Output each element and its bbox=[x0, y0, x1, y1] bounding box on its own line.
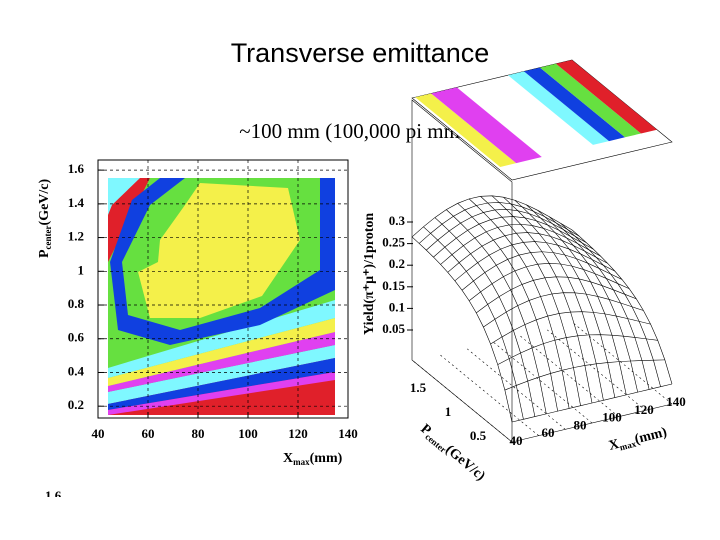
z-tick-label: 0.3 bbox=[389, 213, 406, 228]
y-axis-label-sub: center bbox=[43, 225, 53, 249]
mesh-line bbox=[503, 196, 604, 401]
slide-title: Transverse emittance bbox=[231, 38, 490, 68]
x-tick-label: 60 bbox=[142, 426, 155, 441]
x-axis-label-main: X bbox=[607, 437, 620, 454]
y-tick-label: 1.5 bbox=[410, 380, 427, 395]
mesh-line bbox=[434, 217, 536, 417]
mesh-line bbox=[447, 232, 608, 273]
plot-frame bbox=[97, 159, 349, 419]
x-axis-label: Xmax(mm) bbox=[607, 425, 669, 455]
mesh-line bbox=[418, 202, 580, 244]
x-axis-label-sub: max bbox=[619, 439, 638, 453]
x-axis-label-unit: (mm) bbox=[633, 425, 669, 448]
top-stripe bbox=[540, 63, 641, 138]
mesh-line bbox=[468, 263, 630, 302]
mesh-line bbox=[548, 216, 650, 390]
guide-line bbox=[491, 340, 593, 424]
x-tick-label: 140 bbox=[666, 394, 686, 409]
mesh-line bbox=[537, 210, 639, 393]
x-tick-label: 40 bbox=[510, 433, 523, 448]
mesh-line bbox=[411, 195, 573, 238]
y-tick-label: 1.4 bbox=[68, 195, 85, 210]
mesh-line bbox=[571, 229, 673, 385]
y-tick-label: 1 bbox=[445, 404, 452, 419]
z-tick-label: 0.1 bbox=[389, 299, 405, 314]
x-axis-label-unit: (mm) bbox=[310, 451, 343, 466]
z-tick-label: 0.2 bbox=[389, 256, 405, 271]
mesh-line bbox=[423, 226, 524, 420]
z-tick-label: 0.05 bbox=[382, 321, 405, 336]
y-tick-label: 0.5 bbox=[470, 428, 487, 443]
y-tick-label: 1.2 bbox=[68, 229, 84, 244]
guide-line bbox=[518, 334, 619, 417]
mesh-line bbox=[468, 198, 570, 409]
top-stripe bbox=[508, 71, 609, 145]
mesh-line bbox=[514, 200, 616, 398]
x-tick-label: 60 bbox=[542, 425, 555, 440]
y-axis-label: Pcenter(GeV/c) bbox=[37, 178, 53, 258]
top-stripe bbox=[431, 87, 542, 164]
y-tick-label: 1.6 bbox=[68, 161, 85, 176]
mesh-line bbox=[526, 204, 627, 395]
x-tick-label: 120 bbox=[634, 402, 654, 417]
x-tick-label: 140 bbox=[338, 426, 358, 441]
guide-line bbox=[465, 347, 566, 430]
mesh-line bbox=[440, 223, 601, 265]
top-stripe bbox=[556, 60, 657, 134]
z-tick-label: 0.25 bbox=[382, 235, 405, 250]
mesh-line bbox=[497, 334, 658, 365]
x-axis-label-main: X bbox=[283, 451, 293, 466]
x-tick-label: 80 bbox=[192, 426, 205, 441]
mesh-line bbox=[491, 195, 593, 404]
y-axis-label-main: P bbox=[37, 249, 52, 258]
surface-decoration bbox=[411, 59, 673, 443]
y-tick-label: 0.2 bbox=[68, 397, 84, 412]
x-axis-label-sub: max bbox=[293, 457, 310, 467]
top-stripe bbox=[524, 67, 625, 142]
clipped-label: 1.6 bbox=[45, 488, 62, 503]
clipped-label-box: 1.6 bbox=[45, 488, 62, 503]
x-tick-label: 100 bbox=[602, 410, 622, 425]
y-tick-label: 0.6 bbox=[68, 330, 85, 345]
contour-bands bbox=[108, 178, 335, 415]
top-stripe bbox=[415, 93, 517, 167]
mesh-line bbox=[433, 216, 594, 258]
guide-line bbox=[411, 359, 513, 443]
y-tick-label: 0.8 bbox=[68, 296, 85, 311]
guide-line bbox=[545, 328, 646, 411]
mesh-line bbox=[454, 241, 615, 282]
z-tick-label: 0.15 bbox=[382, 278, 405, 293]
guide-line bbox=[571, 321, 673, 405]
guide-line bbox=[438, 353, 539, 436]
z-axis-label: Yield(π⁺μ⁺)/1proton bbox=[362, 213, 377, 335]
y-axis-label-unit: (GeV/c) bbox=[442, 442, 488, 484]
mesh-line bbox=[560, 223, 661, 387]
y-axis-label-unit: (GeV/c) bbox=[37, 178, 52, 225]
y-tick-label: 1 bbox=[78, 262, 85, 277]
x-tick-label: 120 bbox=[288, 426, 308, 441]
x-tick-label: 80 bbox=[574, 417, 587, 432]
x-tick-label: 40 bbox=[92, 426, 105, 441]
y-tick-label: 0.4 bbox=[68, 363, 85, 378]
x-axis-label: Xmax(mm) bbox=[283, 451, 343, 467]
mesh-line bbox=[426, 209, 587, 251]
x-tick-label: 100 bbox=[238, 426, 258, 441]
mesh-line bbox=[483, 292, 644, 328]
mesh-line bbox=[446, 209, 547, 414]
